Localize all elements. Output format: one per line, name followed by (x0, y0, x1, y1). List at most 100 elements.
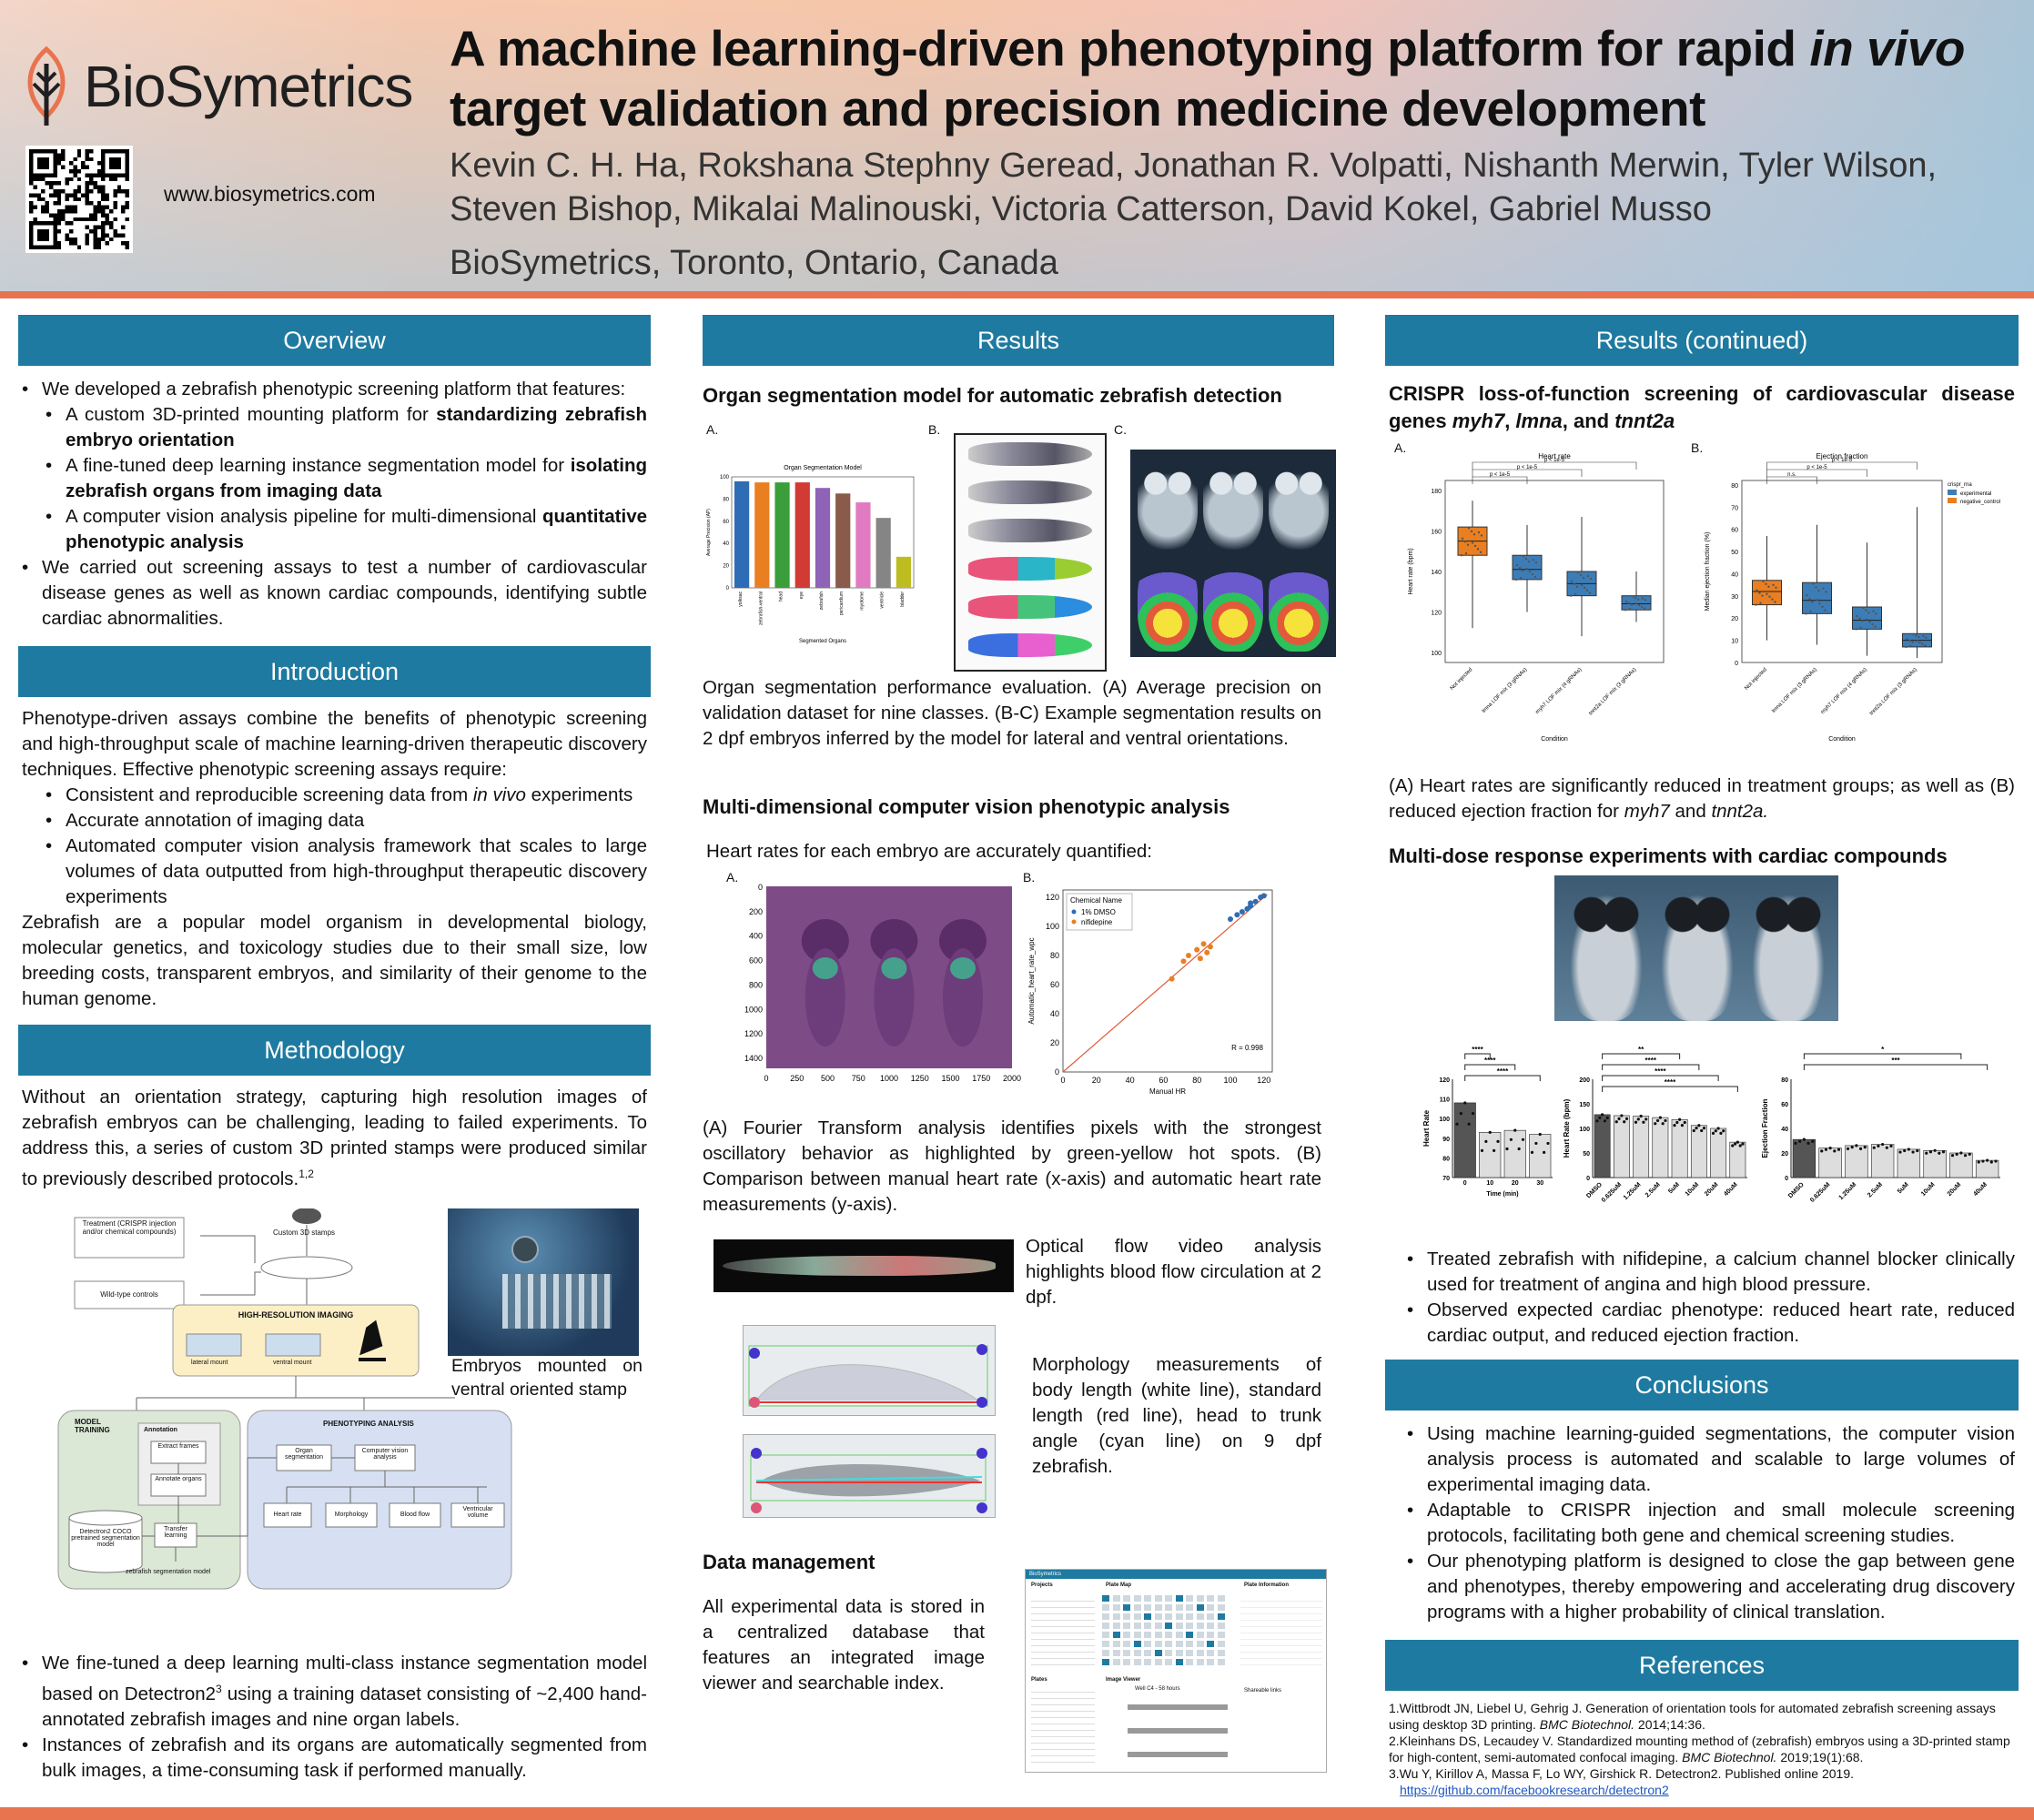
plate-well[interactable] (1165, 1613, 1172, 1620)
plate-well[interactable] (1165, 1623, 1172, 1629)
plate-well[interactable] (1196, 1641, 1204, 1647)
plate-well[interactable] (1154, 1641, 1162, 1647)
plate-well[interactable] (1217, 1632, 1225, 1638)
plate-well[interactable] (1165, 1595, 1172, 1602)
plate-well[interactable] (1165, 1659, 1172, 1665)
plate-well[interactable] (1175, 1613, 1183, 1620)
plate-well[interactable] (1207, 1623, 1214, 1629)
plate-well[interactable] (1186, 1650, 1193, 1656)
plate-well[interactable] (1207, 1632, 1214, 1638)
plate-well[interactable] (1217, 1595, 1225, 1602)
plate-well[interactable] (1123, 1641, 1130, 1647)
plate-well[interactable] (1144, 1650, 1151, 1656)
overview-subbullet: A custom 3D-printed mounting platform fo… (42, 402, 647, 453)
plate-well[interactable] (1175, 1641, 1183, 1647)
plate-well[interactable] (1154, 1604, 1162, 1611)
plate-well[interactable] (1102, 1650, 1109, 1656)
qr-code[interactable] (25, 146, 133, 253)
plate-well[interactable] (1217, 1641, 1225, 1647)
plate-well[interactable] (1175, 1632, 1183, 1638)
plate-well[interactable] (1207, 1650, 1214, 1656)
plate-well[interactable] (1144, 1595, 1151, 1602)
plate-well[interactable] (1144, 1659, 1151, 1665)
plate-well[interactable] (1112, 1632, 1120, 1638)
plate-well[interactable] (1207, 1604, 1214, 1611)
plate-well[interactable] (1123, 1659, 1130, 1665)
plate-well[interactable] (1196, 1613, 1204, 1620)
plate-well[interactable] (1102, 1641, 1109, 1647)
plate-well[interactable] (1165, 1604, 1172, 1611)
plate-well[interactable] (1154, 1650, 1162, 1656)
plate-well[interactable] (1217, 1650, 1225, 1656)
plate-well[interactable] (1154, 1632, 1162, 1638)
plate-well[interactable] (1123, 1604, 1130, 1611)
plate-well[interactable] (1154, 1595, 1162, 1602)
plate-well[interactable] (1123, 1632, 1130, 1638)
plate-well[interactable] (1133, 1641, 1141, 1647)
plate-well[interactable] (1217, 1604, 1225, 1611)
plate-well[interactable] (1207, 1659, 1214, 1665)
plate-well[interactable] (1133, 1604, 1141, 1611)
plate-well[interactable] (1123, 1595, 1130, 1602)
plate-well[interactable] (1186, 1641, 1193, 1647)
plate-well[interactable] (1217, 1613, 1225, 1620)
plate-well[interactable] (1217, 1659, 1225, 1665)
detectron-link[interactable]: https://github.com/facebookresearch/dete… (1400, 1783, 1669, 1797)
plate-well[interactable] (1144, 1613, 1151, 1620)
website-link[interactable]: www.biosymetrics.com (164, 182, 376, 206)
plate-well[interactable] (1102, 1623, 1109, 1629)
plate-well[interactable] (1102, 1613, 1109, 1620)
plate-well[interactable] (1112, 1595, 1120, 1602)
plate-well[interactable] (1112, 1623, 1120, 1629)
plate-well[interactable] (1112, 1650, 1120, 1656)
plate-well[interactable] (1112, 1604, 1120, 1611)
plate-well[interactable] (1175, 1595, 1183, 1602)
plate-well[interactable] (1196, 1604, 1204, 1611)
plate-well[interactable] (1175, 1659, 1183, 1665)
plate-well[interactable] (1102, 1595, 1109, 1602)
plate-well[interactable] (1123, 1613, 1130, 1620)
plate-well[interactable] (1102, 1604, 1109, 1611)
plate-well[interactable] (1207, 1641, 1214, 1647)
plate-well[interactable] (1196, 1632, 1204, 1638)
plate-well[interactable] (1186, 1632, 1193, 1638)
plate-well[interactable] (1102, 1659, 1109, 1665)
plate-well[interactable] (1144, 1604, 1151, 1611)
plate-well[interactable] (1196, 1659, 1204, 1665)
plate-well[interactable] (1196, 1595, 1204, 1602)
plate-well[interactable] (1186, 1604, 1193, 1611)
plate-well[interactable] (1123, 1650, 1130, 1656)
plate-well[interactable] (1133, 1595, 1141, 1602)
plate-well[interactable] (1186, 1659, 1193, 1665)
plate-well[interactable] (1144, 1632, 1151, 1638)
plate-well[interactable] (1133, 1650, 1141, 1656)
plate-well[interactable] (1175, 1623, 1183, 1629)
plate-well[interactable] (1175, 1650, 1183, 1656)
plate-well[interactable] (1112, 1641, 1120, 1647)
plate-well[interactable] (1112, 1659, 1120, 1665)
plate-well[interactable] (1133, 1659, 1141, 1665)
plate-well[interactable] (1112, 1613, 1120, 1620)
plate-well[interactable] (1144, 1641, 1151, 1647)
plate-well[interactable] (1154, 1623, 1162, 1629)
plate-well[interactable] (1207, 1613, 1214, 1620)
plate-well[interactable] (1133, 1632, 1141, 1638)
plate-well[interactable] (1165, 1641, 1172, 1647)
plate-well[interactable] (1186, 1595, 1193, 1602)
plate-well[interactable] (1133, 1613, 1141, 1620)
plate-well[interactable] (1123, 1623, 1130, 1629)
plate-well[interactable] (1102, 1632, 1109, 1638)
plate-well[interactable] (1165, 1632, 1172, 1638)
plate-well[interactable] (1207, 1595, 1214, 1602)
plate-well[interactable] (1196, 1623, 1204, 1629)
plate-well[interactable] (1186, 1623, 1193, 1629)
plate-well[interactable] (1133, 1623, 1141, 1629)
plate-well[interactable] (1217, 1623, 1225, 1629)
plate-well[interactable] (1175, 1604, 1183, 1611)
plate-well[interactable] (1165, 1650, 1172, 1656)
plate-well[interactable] (1154, 1613, 1162, 1620)
plate-well[interactable] (1186, 1613, 1193, 1620)
plate-well[interactable] (1144, 1623, 1151, 1629)
plate-well[interactable] (1196, 1650, 1204, 1656)
plate-well[interactable] (1154, 1659, 1162, 1665)
